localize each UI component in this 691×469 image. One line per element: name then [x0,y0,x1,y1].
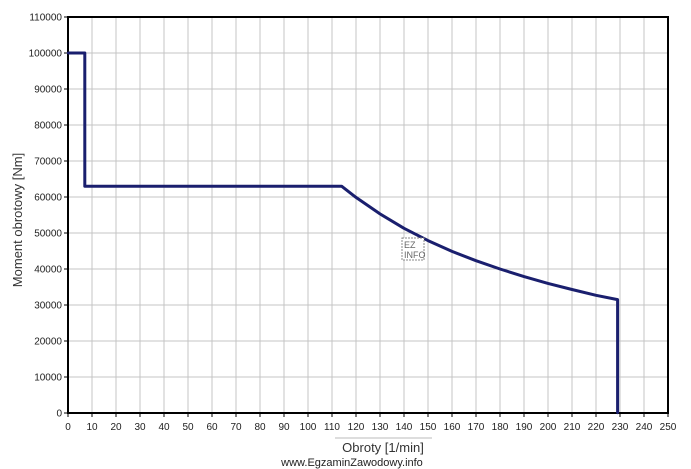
x-tick-label: 150 [420,422,437,433]
data-point [354,196,358,199]
x-tick-label: 10 [86,422,98,433]
x-tick-label: 50 [182,422,194,433]
x-tick-label: 220 [588,422,605,433]
y-tick-label: 0 [56,409,62,420]
x-tick-label: 80 [254,422,266,433]
x-tick-label: 110 [324,422,340,433]
x-tick-label: 100 [300,422,317,433]
y-tick-label: 40000 [34,265,62,276]
y-tick-label: 90000 [34,85,62,96]
data-point [522,275,526,278]
data-point [402,227,406,230]
x-tick-label: 240 [636,422,653,433]
x-tick-label: 180 [492,422,509,433]
data-point [546,282,550,285]
x-tick-label: 0 [65,422,71,433]
logo: EZ INFO [401,237,426,261]
x-tick-label: 90 [278,422,290,433]
x-axis-ticks: 0 10 20 30 40 50 60 70 80 90 100 110 120 130 140 150 160… [65,413,677,433]
data-point [66,51,70,55]
y-tick-label: 110000 [29,13,62,24]
x-tick-label: 120 [348,422,365,433]
y-tick-label: 50000 [34,229,62,240]
data-point [498,267,502,271]
data-point [83,51,87,55]
data-point [340,185,343,188]
y-tick-label: 10000 [34,373,62,384]
grid [67,16,669,414]
y-tick-label: 100000 [29,49,63,60]
data-point [378,212,382,216]
x-tick-label: 230 [612,422,629,433]
y-tick-label: 20000 [34,337,62,348]
data-point [474,259,478,262]
data-points [66,51,619,415]
x-tick-label: 140 [396,422,413,433]
y-axis-title: Moment obrotowy [Nm] [10,153,25,287]
x-tick-label: 190 [516,422,533,433]
y-tick-label: 70000 [34,157,62,168]
x-tick-label: 130 [372,422,389,433]
x-tick-label: 20 [110,422,122,433]
logo-line-1: EZ [404,240,416,250]
x-tick-label: 210 [564,422,581,433]
x-tick-label: 40 [158,422,170,433]
source-url: www.EgzaminZawodowy.info [280,457,423,469]
y-tick-label: 80000 [34,121,62,132]
data-point [570,288,574,291]
data-point [83,185,87,188]
plot-frame [67,16,669,414]
x-tick-label: 160 [444,422,461,433]
x-tick-label: 250 [660,422,677,433]
data-point [594,294,598,297]
data-point [616,411,619,415]
data-point [450,250,454,253]
y-axis-ticks: 0 10000 20000 30000 40000 50000 60000 70000 8000… [29,13,68,420]
y-tick-label: 60000 [34,193,62,204]
logo-line-2: INFO [404,250,426,260]
data-point [616,298,619,301]
x-tick-label: 60 [206,422,218,433]
y-tick-label: 30000 [34,301,62,312]
x-tick-label: 70 [230,422,242,433]
x-tick-label: 170 [468,422,485,433]
x-tick-label: 200 [540,422,557,433]
data-point [426,239,430,242]
x-axis-title: Obroty [1/min] [342,440,424,455]
x-tick-label: 30 [134,422,146,433]
